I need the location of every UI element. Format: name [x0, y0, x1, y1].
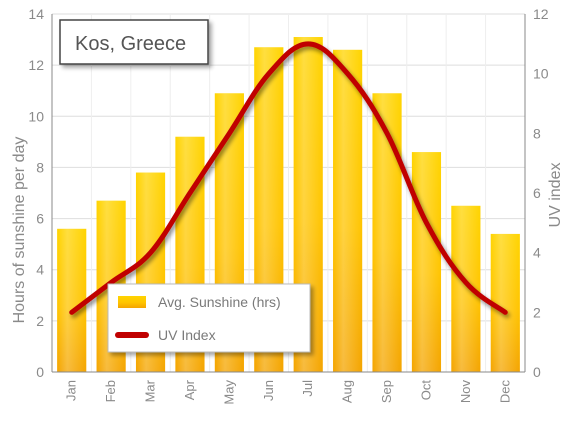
y2-tick-label: 4	[533, 245, 541, 261]
y2-tick-label: 12	[533, 6, 549, 22]
x-tick-label: Jan	[64, 380, 79, 401]
title-box: Kos, Greece	[60, 20, 208, 64]
bar-sheen	[57, 229, 86, 372]
y-tick-label: 10	[28, 108, 44, 124]
y2-tick-label: 2	[533, 304, 541, 320]
x-tick-label: Mar	[143, 379, 158, 402]
bar-sheen	[451, 206, 480, 372]
y-tick-label: 4	[36, 262, 44, 278]
x-tick-label: Aug	[340, 380, 355, 403]
x-tick-label: Oct	[418, 380, 433, 401]
y2-axis-title: UV index	[547, 163, 564, 228]
y-tick-label: 0	[36, 364, 44, 380]
y2-tick-label: 6	[533, 185, 541, 201]
x-tick-label: Dec	[497, 380, 512, 404]
x-tick-label: Jun	[261, 380, 276, 401]
bar-sheen	[333, 50, 362, 372]
y-tick-label: 6	[36, 211, 44, 227]
y2-tick-label: 10	[533, 66, 549, 82]
legend-swatch-sunshine	[118, 296, 146, 308]
y-tick-label: 2	[36, 313, 44, 329]
x-tick-label: May	[221, 380, 236, 405]
bar-sheen	[412, 152, 441, 372]
x-tick-label: Apr	[182, 379, 197, 400]
y-axis-title: Hours of sunshine per day	[11, 137, 28, 324]
x-tick-label: Jul	[300, 380, 315, 397]
x-tick-label: Feb	[103, 380, 118, 402]
x-tick-label: Sep	[379, 380, 394, 403]
chart-title: Kos, Greece	[75, 33, 186, 55]
y-tick-label: 8	[36, 159, 44, 175]
legend: Avg. Sunshine (hrs) UV Index	[108, 284, 310, 352]
legend-label-uv: UV Index	[158, 327, 216, 343]
legend-label-sunshine: Avg. Sunshine (hrs)	[158, 294, 281, 310]
y2-tick-label: 0	[533, 364, 541, 380]
y-tick-label: 14	[28, 6, 44, 22]
y-tick-label: 12	[28, 57, 44, 73]
y2-tick-label: 8	[533, 125, 541, 141]
x-tick-label: Nov	[458, 380, 473, 404]
